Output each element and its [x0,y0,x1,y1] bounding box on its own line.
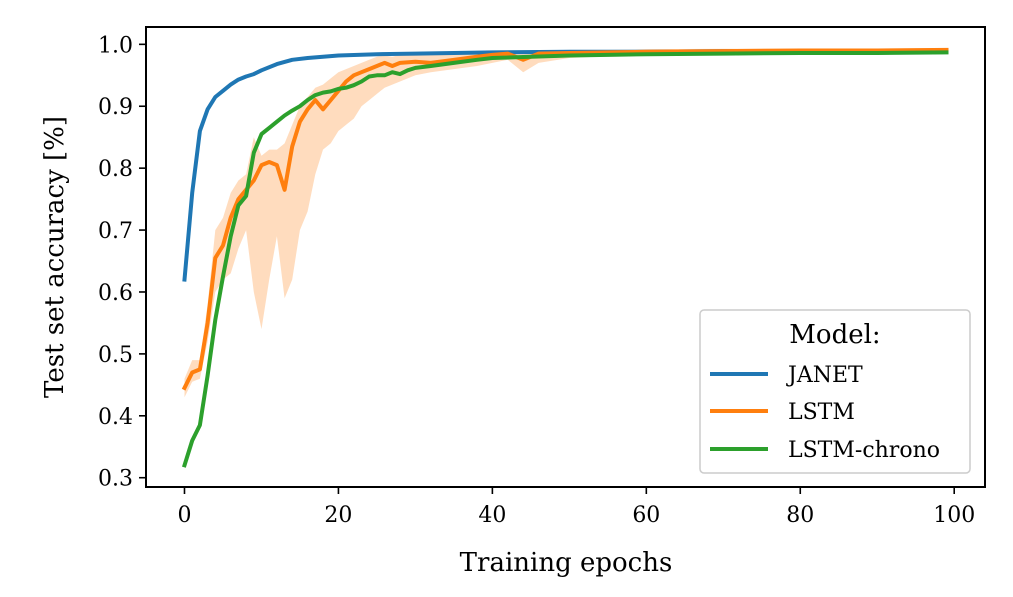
x-tick-label-40: 40 [478,503,506,528]
legend-label-janet: JANET [786,363,863,388]
legend: Model: JANET LSTM LSTM-chrono [699,309,971,474]
line-lstm-chrono [181,50,949,468]
y-tick-label-0.5: 0.5 [98,343,133,368]
x-axis-label: Training epochs [460,548,673,578]
y-axis-label: Test set accuracy [%] [40,116,70,398]
legend-label-lstm-chrono: LSTM-chrono [788,438,940,463]
y-tick-label-0.3: 0.3 [98,467,133,492]
x-tick-label-60: 60 [632,503,660,528]
y-tick-label-0.8: 0.8 [98,157,133,182]
series-layer [181,47,949,468]
y-tick-label-0.7: 0.7 [98,219,133,244]
y-tick-label-0.6: 0.6 [98,281,133,306]
y-tick-label-0.9: 0.9 [98,95,133,120]
legend-label-lstm: LSTM [788,400,855,425]
legend-box [699,309,971,474]
x-tick-label-80: 80 [786,503,814,528]
y-tick-label-0.4: 0.4 [98,405,133,430]
x-tick-label-100: 100 [933,503,975,528]
legend-title: Model: [789,320,880,350]
x-tick-label-20: 20 [324,503,352,528]
x-tick-label-0: 0 [177,503,191,528]
plot-frame [145,26,986,488]
tick-layer: 0 20 40 60 80 100 0.3 0.4 0.5 0.6 0.7 0.8 0.9 1.0 [98,33,975,528]
y-tick-label-1.0: 1.0 [98,33,133,58]
